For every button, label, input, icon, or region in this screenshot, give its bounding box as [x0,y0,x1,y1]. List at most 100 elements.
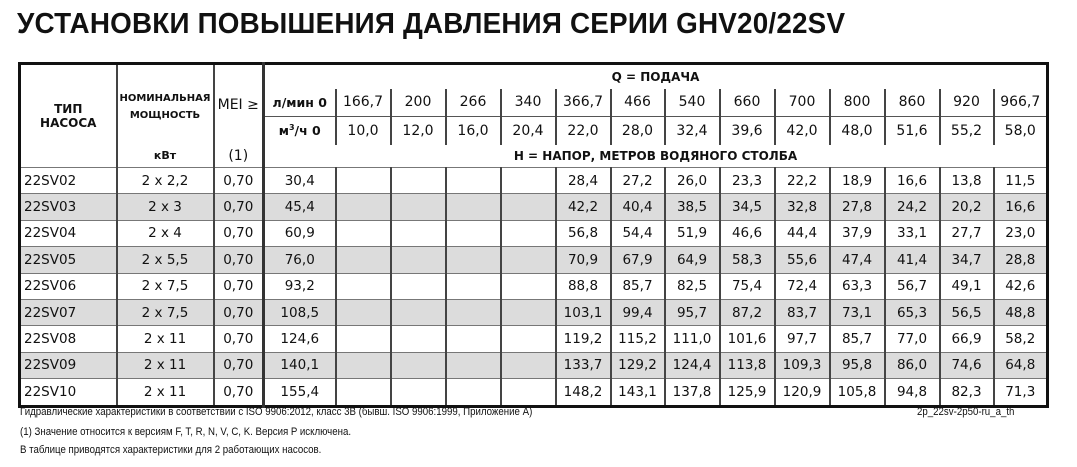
head-value: 143,1 [609,378,665,407]
head-value [444,325,501,353]
head-value: 42,6 [992,272,1048,300]
mei-value: 0,70 [213,378,265,407]
head-value: 120,9 [773,378,830,407]
mei-value: 0,70 [213,298,265,326]
table-row: 22SV08 2 x 11 0,70 124,6 119,2 115,2 111,0 101,… [19,325,1048,353]
m3h-sup: 3 [288,123,295,133]
head-value: 70,9 [554,246,611,274]
m3h-value: 58,0 [992,116,1048,145]
head-value: 28,4 [554,166,611,194]
head-value [389,246,446,274]
head-value [444,166,501,194]
head-value: 42,2 [554,193,611,221]
head-value: 37,9 [828,219,885,247]
lmin-value: 966,7 [992,88,1048,117]
mei-header: MEI ≥ [213,63,265,145]
pump-type: 22SV09 [19,351,118,379]
pump-type: 22SV05 [19,246,118,274]
lmin-value: 800 [828,88,885,117]
rated-power: 2 x 7,5 [116,272,215,300]
table-row: 22SV07 2 x 7,5 0,70 108,5 103,1 99,4 95,7 87,2 8… [19,298,1048,326]
mei-value: 0,70 [213,272,265,300]
head-value: 115,2 [609,325,665,353]
type-header: ТИП НАСОСА [19,63,118,168]
head-value: 13,8 [938,166,994,194]
lmin-value: 166,7 [334,88,391,117]
head-value: 28,8 [992,246,1048,274]
head-value: 34,7 [938,246,994,274]
m3h-value: 10,0 [334,116,391,145]
footnote-iso: Гидравлические характеристики в соответс… [20,406,533,418]
head-value: 73,1 [828,298,885,326]
head-value [499,166,556,194]
head-value: 47,4 [828,246,885,274]
head-value [444,246,501,274]
head-at-zero: 93,2 [263,272,336,300]
head-value [389,219,446,247]
head-value: 27,8 [828,193,885,221]
mei-value: 0,70 [213,325,265,353]
pump-type: 22SV04 [19,219,118,247]
table-row: 22SV05 2 x 5,5 0,70 76,0 70,9 67,9 64,9 58,3 55,… [19,246,1048,274]
head-value [444,219,501,247]
head-value [389,351,446,379]
head-value: 55,6 [773,246,830,274]
table-row: 22SV04 2 x 4 0,70 60,9 56,8 54,4 51,9 46,6 44,4 3… [19,219,1048,247]
head-value: 65,3 [883,298,940,326]
m3h-value: 51,6 [883,116,940,145]
head-value: 74,6 [938,351,994,379]
head-value: 83,7 [773,298,830,326]
m3h-value: 12,0 [389,116,446,145]
head-value [389,272,446,300]
head-at-zero: 108,5 [263,298,336,326]
rated-power: 2 x 11 [116,351,215,379]
pump-type: 22SV02 [19,166,118,194]
lmin-value: 540 [663,88,720,117]
head-value: 72,4 [773,272,830,300]
head-value: 49,1 [938,272,994,300]
m3h-value: 16,0 [444,116,501,145]
head-value: 87,2 [718,298,775,326]
head-value: 16,6 [992,193,1048,221]
head-value: 32,8 [773,193,830,221]
head-value [389,193,446,221]
m3h-value: 42,0 [773,116,830,145]
head-value [499,378,556,407]
lmin-value: 920 [938,88,994,117]
head-value: 56,8 [554,219,611,247]
rated-power: 2 x 7,5 [116,298,215,326]
m3h-value: 22,0 [554,116,611,145]
head-at-zero: 155,4 [263,378,336,407]
head-value: 11,5 [992,166,1048,194]
m3h-unit: м [278,123,289,139]
head-value: 27,7 [938,219,994,247]
rated-power: 2 x 11 [116,378,215,407]
type-header-line2: НАСОСА [40,116,97,130]
head-value: 75,4 [718,272,775,300]
table-row: 22SV10 2 x 11 0,70 155,4 148,2 143,1 137,8 125,… [19,378,1048,407]
head-value [444,351,501,379]
m3h-value: 48,0 [828,116,885,145]
head-value: 56,7 [883,272,940,300]
head-value: 105,8 [828,378,885,407]
head-value: 67,9 [609,246,665,274]
head-value: 125,9 [718,378,775,407]
head-value: 71,3 [992,378,1048,407]
head-value [389,378,446,407]
head-value [499,351,556,379]
power-header-line2: МОЩНОСТЬ [129,109,201,121]
head-value: 23,3 [718,166,775,194]
head-value: 77,0 [883,325,940,353]
head-value: 64,9 [663,246,720,274]
m3h-value: 20,4 [499,116,556,145]
head-value: 16,6 [883,166,940,194]
head-value: 119,2 [554,325,611,353]
head-value: 95,8 [828,351,885,379]
head-value: 27,2 [609,166,665,194]
lmin-label: л/мин 0 [272,94,327,110]
head-value: 56,5 [938,298,994,326]
head-at-zero: 76,0 [263,246,336,274]
footnote-mei: (1) Значение относится к версиям F, T, R… [20,426,352,438]
head-value [499,298,556,326]
head-value: 34,5 [718,193,775,221]
